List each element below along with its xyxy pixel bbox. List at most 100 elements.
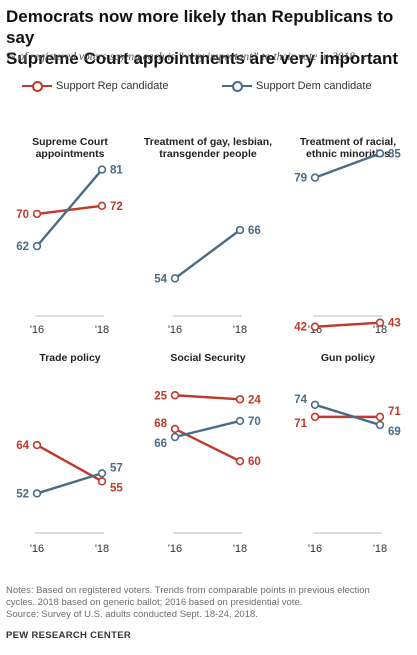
- legend-swatch-rep-icon: [22, 80, 52, 92]
- data-point-dem: [235, 225, 245, 235]
- data-label-rep: 64: [16, 440, 29, 452]
- data-point-dem: [310, 400, 320, 409]
- notes: Notes: Based on registered voters. Trend…: [6, 585, 412, 621]
- data-point-rep: [170, 424, 180, 434]
- data-label-dem: 74: [294, 394, 307, 406]
- x-tick-label: '16: [168, 543, 182, 555]
- data-label-rep: 72: [110, 201, 123, 213]
- x-tick-label: '16: [30, 324, 44, 336]
- data-label-rep: 70: [16, 209, 29, 221]
- panel-title-line: Gun policy: [321, 352, 375, 364]
- series-line-dem: [313, 403, 382, 427]
- series-line-rep: [173, 394, 242, 401]
- data-point-dem: [170, 432, 180, 442]
- data-point-rep: [170, 391, 180, 400]
- x-tick-label: '18: [233, 324, 247, 336]
- notes-line-2: cycles. 2018 based on generic ballot; 20…: [6, 597, 303, 608]
- panel-title-line: transgender people: [159, 148, 257, 160]
- series-line-dem: [35, 168, 104, 248]
- data-point-dem: [310, 173, 320, 182]
- title-line-2: Supreme Court appointments are very impo…: [6, 49, 399, 68]
- x-tick-label: '16: [30, 543, 44, 555]
- x-tick-label: '16: [168, 324, 182, 336]
- data-label-rep: 71: [388, 406, 401, 418]
- x-tick-label: '18: [233, 543, 247, 555]
- data-point-dem: [375, 420, 385, 430]
- title-line-1: Democrats now more likely than Republica…: [6, 7, 394, 47]
- data-point-dem: [32, 241, 42, 251]
- series-line-rep: [35, 204, 104, 216]
- data-label-dem: 70: [248, 416, 261, 428]
- panel-title-line: Treatment of gay, lesbian,: [144, 136, 272, 148]
- panel-title-line: Supreme Court: [32, 136, 108, 148]
- data-label-rep: 55: [110, 482, 123, 494]
- panel-3: Treatment of racial,ethnic minorities'16…: [294, 136, 401, 336]
- data-point-rep: [375, 318, 385, 327]
- data-point-rep: [310, 322, 320, 331]
- legend-label-rep: Support Rep candidate: [56, 80, 169, 92]
- page-title: Democrats now more likely than Republica…: [6, 6, 411, 69]
- data-label-rep: 60: [248, 456, 261, 468]
- data-label-rep: 24: [248, 394, 261, 406]
- x-tick-label: '16: [308, 543, 322, 555]
- data-point-rep: [375, 412, 385, 422]
- data-point-dem: [97, 165, 107, 174]
- panel-4: Trade policy '16 '18 64 55 52 57: [16, 352, 123, 555]
- panel-title-line: Treatment of racial,: [300, 136, 396, 148]
- data-label-dem: 66: [154, 438, 167, 450]
- panel-title-line: Social Security: [170, 352, 245, 364]
- panel-6: Gun policy '16 '18 71 71 74 69: [294, 352, 401, 555]
- data-point-dem: [97, 469, 107, 478]
- source-org: PEW RESEARCH CENTER: [6, 630, 131, 641]
- data-point-rep: [235, 457, 245, 466]
- panel-title-line: Trade policy: [39, 352, 100, 364]
- series-line-dem: [313, 152, 382, 179]
- series-line-rep: [313, 321, 382, 328]
- data-label-dem: 85: [388, 148, 401, 160]
- data-label-dem: 79: [294, 173, 307, 185]
- data-point-dem: [32, 489, 42, 498]
- data-point-rep: [97, 477, 107, 486]
- data-point-rep: [32, 209, 42, 219]
- legend-item-rep: Support Rep candidate: [22, 80, 169, 92]
- data-point-rep: [310, 412, 320, 422]
- notes-line-3: Source: Survey of U.S. adults conducted …: [6, 609, 258, 620]
- panel-5: Social Security '16 '18 68 60 66 70: [154, 352, 261, 555]
- data-label-dem: 69: [388, 426, 401, 438]
- legend-item-dem: Support Dem candidate: [222, 80, 372, 92]
- data-point-rep: [97, 201, 107, 211]
- x-tick-label: '18: [373, 324, 387, 336]
- data-point-dem: [375, 149, 385, 158]
- panel-title-line: appointments: [36, 148, 105, 160]
- x-tick-label: '18: [95, 324, 109, 336]
- x-tick-label: '18: [95, 543, 109, 555]
- legend-label-dem: Support Dem candidate: [256, 80, 372, 92]
- notes-line-1: Notes: Based on registered voters. Trend…: [6, 585, 370, 596]
- data-label-dem: 81: [110, 165, 123, 177]
- data-label-rep: 25: [154, 390, 167, 402]
- data-label-dem: 54: [154, 273, 167, 285]
- data-label-dem: 52: [16, 488, 29, 500]
- data-point-dem: [235, 416, 245, 426]
- series-line-dem: [35, 472, 104, 495]
- data-label-dem: 66: [248, 225, 261, 237]
- legend-swatch-dem-icon: [222, 80, 252, 92]
- series-line-dem: [173, 228, 242, 280]
- legend: Support Rep candidate Support Dem candid…: [0, 80, 417, 98]
- data-point-rep: [235, 395, 245, 404]
- series-line-rep: [35, 443, 104, 483]
- subtitle: % of registered voters saying each is “v…: [6, 51, 367, 63]
- data-label-dem: 57: [110, 462, 123, 474]
- data-label-rep: 43: [388, 318, 401, 330]
- data-label-rep: 68: [154, 418, 167, 430]
- series-line-dem: [173, 419, 242, 439]
- data-point-dem: [170, 274, 180, 283]
- panel-2: Treatment of gay, lesbian,transgender pe…: [144, 136, 272, 406]
- data-label-rep: 42: [294, 322, 307, 334]
- data-label-dem: 62: [16, 241, 29, 253]
- data-point-rep: [32, 440, 42, 450]
- x-tick-label: '18: [373, 543, 387, 555]
- data-label-rep: 71: [294, 418, 307, 430]
